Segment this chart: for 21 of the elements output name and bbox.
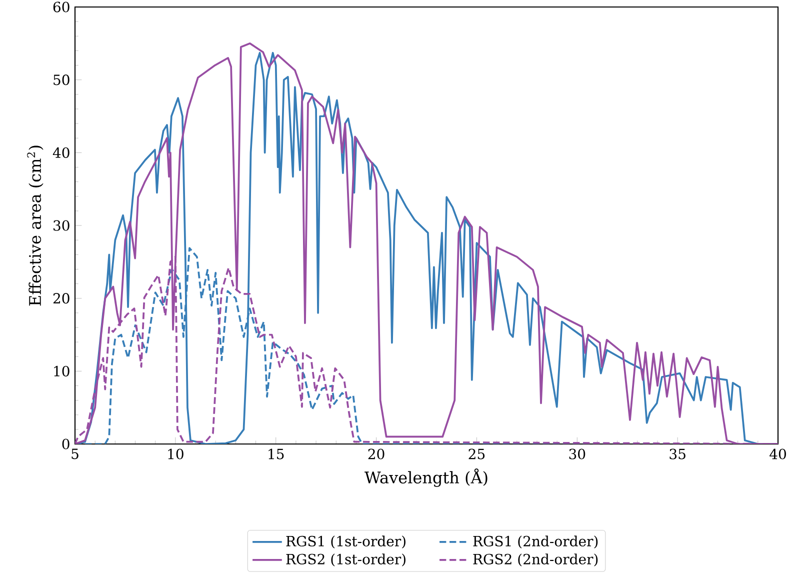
- y-tick-label: 0: [62, 438, 70, 450]
- legend-label: RGS2 (2nd-order): [473, 554, 598, 566]
- y-tick-label: 10: [54, 366, 70, 376]
- x-tick-label: 15: [268, 448, 284, 460]
- y-tick-label: 60: [53, 2, 70, 12]
- legend-label: RGS1 (1st-order): [286, 536, 406, 548]
- y-tick-label: 50: [54, 74, 70, 86]
- y-axis-title: Effective area (cm$^{2}$): [27, 146, 44, 306]
- x-tick-label: 35: [670, 448, 686, 460]
- legend-label: RGS2 (1st-order): [286, 554, 406, 566]
- x-tick-label: 5: [72, 448, 78, 460]
- y-tick-label: 20: [53, 293, 70, 304]
- x-tick-label: 25: [468, 448, 485, 460]
- y-tick-label: 30: [54, 220, 70, 231]
- x-tick-label: 10: [168, 448, 184, 460]
- legend-label: RGS1 (2nd-order): [473, 536, 598, 548]
- y-tick-label: 40: [52, 147, 70, 158]
- x-tick-label: 20: [368, 448, 384, 460]
- x-tick-label: 30: [569, 448, 586, 460]
- x-axis-title: Wavelength (Å): [364, 468, 488, 487]
- x-tick-label: 40: [770, 448, 786, 460]
